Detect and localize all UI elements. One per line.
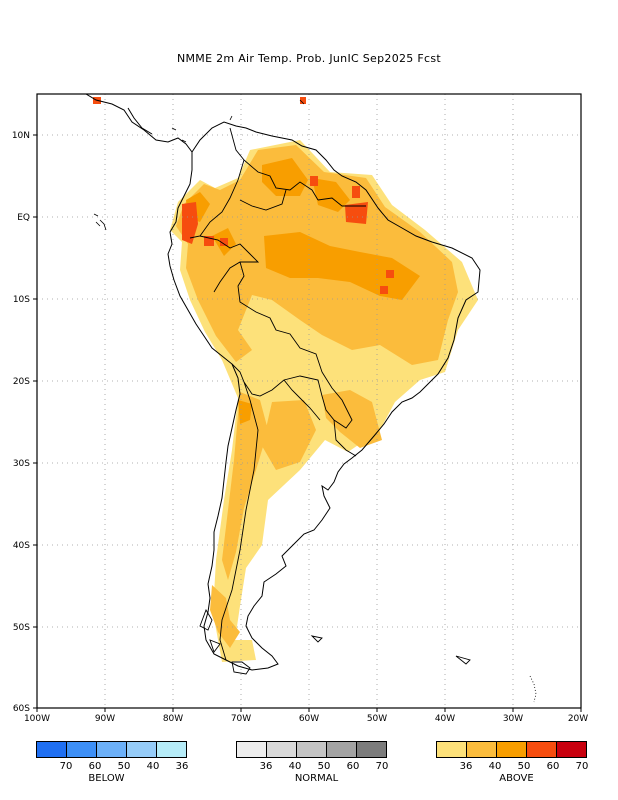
lat-label: 20S	[13, 377, 30, 387]
lat-label: 50S	[13, 623, 30, 633]
legend-tick: 40	[488, 761, 502, 772]
caribbean-islands	[171, 99, 305, 143]
lon-label: 60W	[299, 714, 319, 724]
lat-label: EQ	[17, 213, 30, 223]
legend-swatch	[497, 742, 527, 757]
legend-tick: 36	[175, 761, 189, 772]
central-america-coast	[85, 94, 193, 153]
legend-above-label: ABOVE	[499, 773, 534, 784]
longitude-labels: 100W 90W 80W 70W 60W 50W 40W 30W 20W	[24, 714, 588, 724]
probability-map: 10N EQ 10S 20S 30S 40S 50S 60S 100W 90W …	[12, 93, 588, 724]
legend-normal-label: NORMAL	[294, 773, 339, 784]
lon-label: 100W	[24, 714, 50, 724]
legend-swatch	[357, 742, 386, 757]
legend-tick: 50	[517, 761, 531, 772]
lat-label: 10N	[12, 131, 30, 141]
legend-normal-colorbar	[236, 741, 387, 758]
legend-below-colorbar	[36, 741, 187, 758]
lon-label: 30W	[503, 714, 523, 724]
legend-swatch	[527, 742, 557, 757]
legend-swatch	[327, 742, 357, 757]
lon-label: 40W	[435, 714, 455, 724]
legend-tick: 50	[317, 761, 331, 772]
lat-label: 40S	[13, 541, 30, 551]
legend-normal-ticks: 36 40 50 60 70	[236, 761, 389, 773]
legend-swatch	[237, 742, 267, 757]
legend-tick: 70	[59, 761, 73, 772]
legend-tick: 36	[459, 761, 473, 772]
lon-label: 80W	[163, 714, 183, 724]
legend-below: 70 60 50 40 36 BELOW	[36, 741, 189, 784]
legend-tick: 70	[375, 761, 389, 772]
legend-above: 36 40 50 60 70 ABOVE	[436, 741, 589, 784]
legend-swatch	[297, 742, 327, 757]
legend-swatch	[467, 742, 497, 757]
lat-lon-grid	[37, 94, 581, 708]
legend-swatch	[67, 742, 97, 757]
legend-tick: 70	[575, 761, 589, 772]
galapagos-islands	[93, 213, 107, 231]
lon-label: 70W	[231, 714, 251, 724]
legend-above-colorbar	[436, 741, 587, 758]
above-50-region	[186, 158, 420, 424]
lon-label: 20W	[568, 714, 588, 724]
lat-label: 30S	[13, 459, 30, 469]
lat-label: 60S	[13, 704, 30, 714]
legend-above-ticks: 36 40 50 60 70	[436, 761, 589, 773]
legend-swatch	[157, 742, 186, 757]
legend-swatch	[437, 742, 467, 757]
southern-islands	[199, 608, 471, 675]
legend-tick: 36	[259, 761, 273, 772]
legend-tick: 60	[88, 761, 102, 772]
legend-tick: 50	[117, 761, 131, 772]
south-georgia	[529, 675, 537, 703]
tick-marks	[33, 134, 582, 712]
legend-swatch	[267, 742, 297, 757]
country-borders	[189, 127, 366, 661]
legend-swatch	[557, 742, 586, 757]
legend-tick: 40	[146, 761, 160, 772]
lon-label: 90W	[95, 714, 115, 724]
legend-swatch	[127, 742, 157, 757]
legend-tick: 60	[546, 761, 560, 772]
legend-swatch	[37, 742, 67, 757]
latitude-labels: 10N EQ 10S 20S 30S 40S 50S 60S	[12, 131, 30, 714]
legend-below-label: BELOW	[88, 773, 125, 784]
legend-normal: 36 40 50 60 70 NORMAL	[236, 741, 389, 784]
legend-below-ticks: 70 60 50 40 36	[36, 761, 189, 773]
central-america-pacific	[127, 107, 153, 135]
forecast-shading	[93, 97, 478, 662]
lat-label: 10S	[13, 295, 30, 305]
legend-tick: 40	[288, 761, 302, 772]
lon-label: 50W	[367, 714, 387, 724]
legend-tick: 60	[346, 761, 360, 772]
legend-swatch	[97, 742, 127, 757]
coastlines	[85, 94, 537, 703]
map-title: NMME 2m Air Temp. Prob. JunIC Sep2025 Fc…	[176, 52, 442, 65]
